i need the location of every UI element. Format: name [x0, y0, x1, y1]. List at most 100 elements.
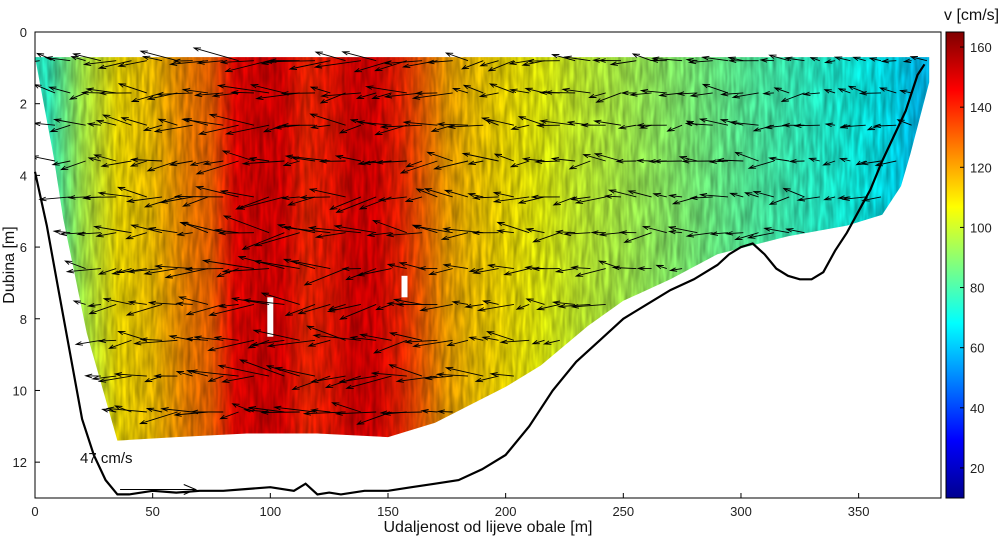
velocity-arrow-r7	[525, 298, 545, 305]
velocity-arrow-r3	[652, 159, 683, 164]
velocity-arrow-r8	[349, 335, 377, 341]
velocity-arrow-r5	[130, 224, 163, 234]
velocity-arrow-r3	[399, 160, 438, 174]
colorbar-tick-label: 100	[970, 220, 992, 235]
y-tick-label: 6	[20, 240, 27, 255]
velocity-arrow-r4	[219, 189, 254, 198]
velocity-arrow-r5	[214, 228, 239, 234]
velocity-arrow-r7	[127, 300, 147, 306]
velocity-arrow-r5	[385, 232, 423, 238]
velocity-arrow-r4	[287, 196, 316, 206]
velocity-arrow-r2	[142, 124, 163, 131]
velocity-arrow-r3	[788, 158, 805, 164]
velocity-arrow-r1	[181, 88, 209, 94]
velocity-arrow-r5	[179, 221, 224, 234]
velocity-arrow-r3	[433, 160, 469, 170]
velocity-arrow-r7	[570, 303, 606, 309]
velocity-arrow-r0	[852, 56, 866, 62]
velocity-arrow-r2	[309, 113, 346, 126]
velocity-arrow-r1	[837, 88, 851, 94]
velocity-arrow-r0	[288, 60, 331, 70]
velocity-arrow-r7	[147, 300, 178, 306]
x-tick-label: 50	[145, 504, 159, 519]
velocity-arrow-r8	[359, 333, 392, 341]
velocity-arrow-r6	[345, 268, 377, 281]
scale-arrow-glyph	[120, 484, 198, 495]
velocity-arrow-r3	[282, 160, 300, 166]
velocity-arrow-r3	[189, 160, 209, 166]
colorbar-tick-label: 80	[970, 281, 984, 296]
velocity-arrow-r7	[72, 300, 86, 305]
velocity-arrow-r5	[496, 229, 514, 234]
velocity-arrow-r6	[668, 267, 683, 272]
velocity-arrow-r9	[291, 375, 331, 391]
velocity-arrow-r0	[341, 51, 377, 62]
velocity-arrow-r0	[353, 60, 392, 73]
velocity-arrow-r1	[230, 90, 254, 95]
velocity-arrow-r8	[403, 339, 438, 344]
velocity-arrow-r4	[698, 192, 729, 198]
velocity-arrow-r1	[823, 89, 836, 94]
velocity-arrow-r2	[225, 124, 270, 135]
velocity-arrow-r6	[428, 268, 453, 276]
velocity-arrow-r3	[593, 153, 622, 162]
velocity-arrow-r4	[281, 195, 300, 201]
velocity-arrow-r5	[496, 221, 530, 234]
velocity-arrow-r0	[597, 58, 622, 63]
velocity-arrow-r2	[95, 119, 117, 126]
velocity-arrow-r1	[155, 91, 193, 97]
velocity-arrow-r5	[667, 226, 698, 234]
velocity-arrow-r3	[202, 160, 224, 166]
velocity-arrow-r6	[531, 266, 560, 272]
velocity-arrow-r3	[822, 160, 836, 166]
velocity-arrow-r6	[486, 263, 514, 270]
velocity-arrow-r6	[154, 264, 193, 270]
velocity-arrow-r0	[784, 56, 805, 62]
velocity-arrow-r2	[35, 121, 56, 127]
velocity-arrow-r3	[715, 157, 744, 163]
velocity-arrow-r3	[681, 158, 713, 164]
velocity-arrow-r10	[139, 411, 178, 425]
velocity-arrow-r0	[479, 60, 499, 67]
velocity-arrow-r4	[423, 188, 453, 198]
velocity-arrow-r7	[481, 300, 499, 305]
velocity-arrow-r2	[593, 119, 622, 126]
velocity-arrow-r4	[627, 190, 652, 198]
velocity-arrow-r3	[221, 150, 255, 162]
velocity-arrow-r8	[446, 339, 469, 347]
velocity-arrows	[35, 47, 928, 425]
velocity-arrow-r4	[841, 196, 866, 201]
x-tick-label: 0	[31, 504, 38, 519]
velocity-arrow-r0	[97, 60, 132, 69]
velocity-arrow-r1	[320, 92, 361, 98]
velocity-arrow-r0	[383, 60, 423, 66]
velocity-arrow-r1	[847, 85, 866, 94]
velocity-arrow-r2	[197, 124, 239, 135]
velocity-arrow-r4	[782, 187, 805, 198]
velocity-arrow-r4	[471, 195, 499, 200]
velocity-arrow-r9	[338, 375, 377, 384]
velocity-arrow-r10	[247, 406, 285, 413]
velocity-arrow-r4	[335, 196, 377, 213]
velocity-arrow-r5	[734, 232, 759, 241]
velocity-arrow-r8	[213, 335, 239, 341]
river-bed-line	[33, 63, 926, 496]
velocity-arrow-r6	[472, 268, 499, 275]
velocity-arrow-r0	[263, 59, 316, 64]
velocity-arrow-r6	[356, 268, 392, 277]
velocity-arrow-r2	[447, 124, 484, 130]
velocity-arrow-r3	[375, 160, 407, 165]
velocity-arrow-r7	[87, 303, 101, 308]
velocity-arrow-r5	[555, 229, 576, 235]
velocity-arrow-r0	[487, 60, 515, 72]
velocity-arrow-r4	[38, 196, 71, 202]
velocity-arrow-r0	[823, 59, 836, 64]
velocity-arrow-r1	[35, 84, 56, 94]
velocity-arrow-r8	[184, 337, 209, 342]
velocity-arrow-r6	[303, 268, 346, 286]
velocity-arrow-r8	[252, 329, 300, 341]
velocity-arrow-r0	[909, 56, 928, 62]
colorbar-tick-label: 20	[970, 461, 984, 476]
velocity-arrow-r2	[698, 118, 729, 126]
velocity-arrow-r7	[536, 303, 560, 311]
